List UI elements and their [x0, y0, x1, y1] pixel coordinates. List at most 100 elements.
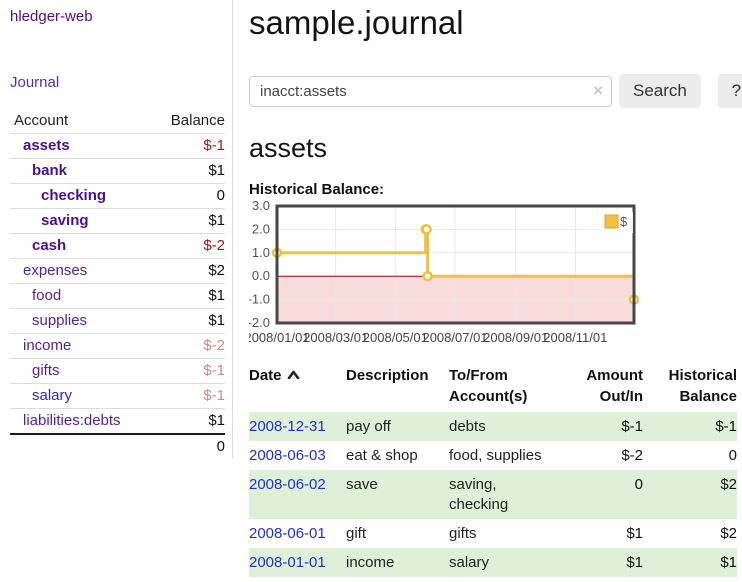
svg-text:3.0: 3.0 [252, 200, 270, 213]
svg-text:2008/03/01: 2008/03/01 [303, 330, 368, 345]
account-link-supplies[interactable]: supplies [32, 312, 88, 329]
accounts-header-account: Account [10, 109, 155, 134]
account-row: gifts $-1 [10, 358, 225, 384]
account-link-liabilities-debts[interactable]: liabilities:debts [23, 412, 121, 429]
transaction-accounts: saving, checking [449, 476, 509, 513]
help-button[interactable]: ? [717, 74, 742, 108]
transactions-header-accounts: To/From Account(s) [449, 367, 528, 405]
transactions-header-row: Date Description To/From Account(s) Amou… [249, 363, 737, 412]
sort-ascending-icon [287, 370, 299, 380]
account-row: saving $1 [10, 208, 225, 234]
historical-balance-chart: $ -2.0 -1.0 0.0 1.0 2.0 3.0 2008/01/012008/03/0… [249, 200, 640, 345]
transaction-description: income [346, 554, 395, 571]
search-button[interactable]: Search [619, 74, 701, 108]
transaction-balance: 0 [728, 447, 737, 464]
account-link-assets[interactable]: assets [23, 137, 70, 154]
transaction-amount: $-2 [621, 447, 643, 464]
account-link-food[interactable]: food [32, 287, 62, 304]
account-row: liabilities:debts $1 [10, 408, 225, 435]
svg-text:2008/01/01: 2008/01/01 [249, 330, 310, 345]
account-balance: $-1 [154, 358, 225, 384]
transaction-accounts: gifts [449, 525, 477, 542]
transaction-amount: $-1 [621, 418, 643, 435]
account-link-cash[interactable]: cash [32, 237, 67, 254]
account-link-checking[interactable]: checking [41, 187, 107, 204]
account-link-salary[interactable]: salary [32, 387, 73, 404]
account-balance: $1 [154, 283, 225, 309]
account-link-expenses[interactable]: expenses [23, 262, 88, 279]
account-balance: $-1 [154, 383, 225, 409]
account-link-bank[interactable]: bank [32, 162, 68, 179]
transactions-header-description: Description [346, 367, 429, 384]
app-title: hledger-web [10, 8, 224, 25]
transaction-row: 2008-12-31 pay off debts $-1 $-1 [249, 412, 737, 441]
transaction-date-link[interactable]: 2008-12-31 [249, 418, 326, 435]
account-row: supplies $1 [10, 308, 225, 334]
account-balance: $-1 [154, 133, 225, 159]
transaction-row: 2008-06-01 gift gifts $1 $2 [249, 519, 737, 548]
transaction-description: pay off [346, 418, 391, 435]
transaction-balance: $2 [720, 476, 737, 493]
transaction-row: 2008-06-03 eat & shop food, supplies $-2… [249, 441, 737, 470]
svg-text:2008/07/01: 2008/07/01 [422, 330, 487, 345]
transaction-accounts: salary [449, 554, 490, 571]
transaction-date-link[interactable]: 2008-06-01 [249, 525, 326, 542]
svg-text:$: $ [620, 214, 628, 229]
accounts-header-balance: Balance [154, 109, 225, 134]
transaction-description: eat & shop [346, 447, 418, 464]
transaction-accounts: food, supplies [449, 447, 542, 464]
accounts-table: Account Balance assets $-1 bank $1 check… [10, 109, 225, 459]
account-balance: 0 [154, 183, 225, 209]
page-title: sample.journal [249, 4, 464, 41]
search-input[interactable] [249, 75, 612, 107]
transaction-balance: $-1 [715, 418, 737, 435]
transaction-description: gift [346, 525, 367, 542]
account-heading: assets [249, 133, 328, 163]
transaction-amount: $1 [626, 525, 643, 542]
sidebar: hledger-web Journal Account Balance asse… [0, 0, 233, 459]
accounts-total-value: 0 [154, 433, 225, 459]
svg-text:1.0: 1.0 [252, 245, 270, 260]
sidebar-item-journal[interactable]: Journal [10, 74, 60, 91]
account-link-gifts[interactable]: gifts [32, 362, 60, 379]
svg-text:2008/09/01: 2008/09/01 [483, 330, 548, 345]
app-title-link[interactable]: hledger-web [10, 8, 93, 25]
accounts-table-header: Account Balance [10, 109, 225, 134]
account-row: expenses $2 [10, 258, 225, 284]
transactions-table: Date Description To/From Account(s) Amou… [249, 363, 737, 577]
accounts-total-row: 0 [10, 433, 225, 459]
account-row: assets $-1 [10, 133, 225, 159]
transaction-balance: $2 [720, 525, 737, 542]
transaction-date-link[interactable]: 2008-06-03 [249, 447, 326, 464]
transaction-date-link[interactable]: 2008-01-01 [249, 554, 326, 571]
clear-search-icon[interactable]: × [593, 80, 603, 100]
transactions-header-balance: Historical Balance [668, 367, 737, 405]
transaction-amount: $1 [626, 554, 643, 571]
svg-text:-2.0: -2.0 [249, 315, 270, 330]
transaction-amount: 0 [634, 476, 643, 493]
sidebar-nav: Journal [10, 74, 224, 91]
svg-text:2.0: 2.0 [252, 221, 270, 236]
transaction-balance: $1 [720, 554, 737, 571]
search-box: × [249, 75, 612, 107]
account-link-saving[interactable]: saving [41, 212, 89, 229]
account-balance: $1 [154, 208, 225, 234]
account-link-income[interactable]: income [23, 337, 72, 354]
transaction-row: 2008-01-01 income salary $1 $1 [249, 548, 737, 577]
transaction-description: save [346, 476, 378, 493]
account-row: cash $-2 [10, 233, 225, 259]
svg-text:0.0: 0.0 [252, 268, 270, 283]
account-balance: $1 [154, 408, 225, 435]
account-balance: $-2 [154, 233, 225, 259]
chart-title: Historical Balance: [249, 181, 385, 198]
account-row: income $-2 [10, 333, 225, 359]
svg-text:-1.0: -1.0 [249, 292, 270, 307]
account-row: checking 0 [10, 183, 225, 209]
transaction-row: 2008-06-02 save saving, checking 0 $2 [249, 470, 737, 519]
account-balance: $1 [154, 158, 225, 184]
transaction-date-link[interactable]: 2008-06-02 [249, 476, 326, 493]
account-balance: $1 [154, 308, 225, 334]
transactions-header-amount: Amount Out/In [586, 367, 643, 405]
account-row: food $1 [10, 283, 225, 309]
